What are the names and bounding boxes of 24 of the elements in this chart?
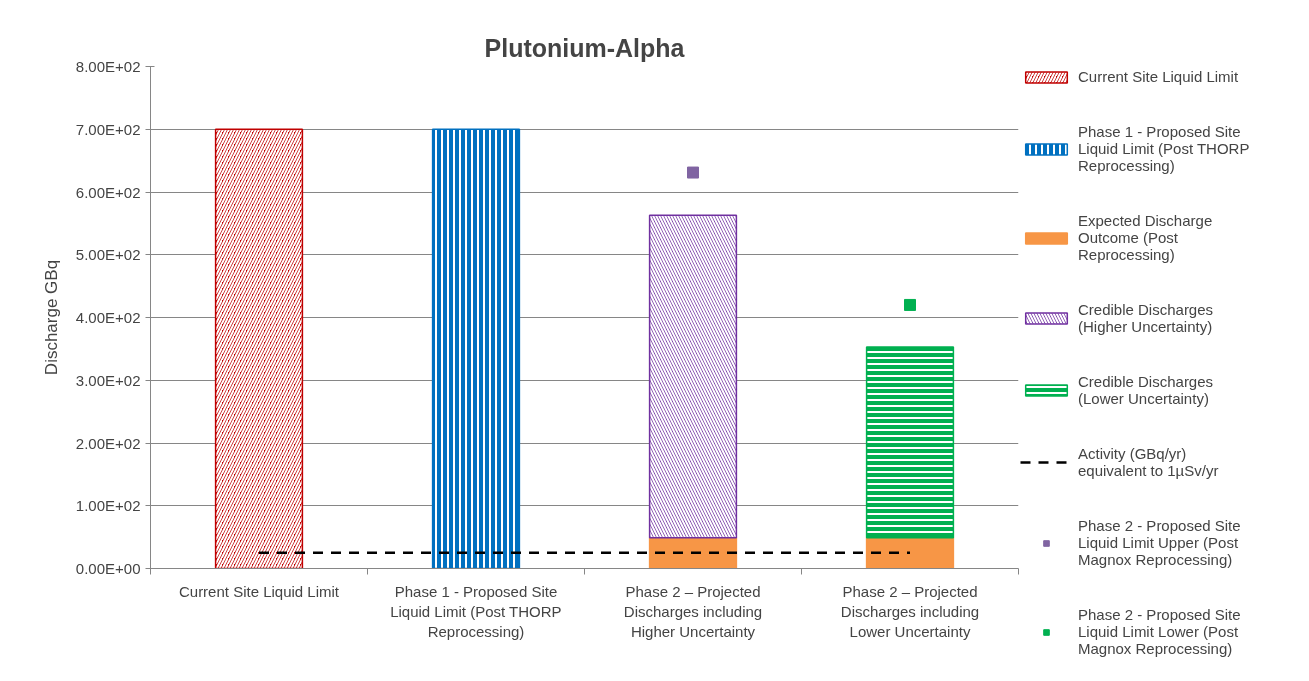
legend-label: Expected Discharge Outcome (Post Reprocessing) bbox=[1078, 212, 1213, 263]
legend-label: Credible Discharges (Higher Uncertainty) bbox=[1078, 301, 1214, 335]
y-tick-label: 8.00E+02 bbox=[75, 58, 141, 75]
chart-title: Plutonium-Alpha bbox=[484, 33, 686, 62]
legend-label: Phase 2 - Proposed Site Liquid Limit Upper (Post Magnox Reprocessing) bbox=[1078, 517, 1241, 568]
legend-label: Credible Discharges (Lower Uncertainty) bbox=[1078, 373, 1214, 407]
legend-label: Phase 2 - Proposed Site Liquid Limit Lower (Post Magnox Reprocessing) bbox=[1078, 606, 1241, 657]
x-tick-label: Phase 1 - Proposed Site Liquid Limit (Post THORP Reprocessing) bbox=[390, 582, 562, 641]
y-tick-label: 6.00E+02 bbox=[75, 183, 141, 201]
y-tick-label: 0.00E+00 bbox=[75, 560, 141, 577]
y-tick-label: 2.00E+02 bbox=[75, 434, 141, 452]
x-tick-label: Phase 2 – Projected Discharges including Lower Uncertainty bbox=[840, 582, 980, 641]
legend-label: Activity (GBq/yr) equivalent to 1µSv/yr bbox=[1078, 445, 1219, 479]
y-tick-label: 5.00E+02 bbox=[75, 246, 141, 264]
y-tick-label: 3.00E+02 bbox=[75, 371, 141, 389]
y-tick-label: 1.00E+02 bbox=[75, 497, 141, 515]
bar bbox=[865, 537, 955, 569]
y-tick-label: 4.00E+02 bbox=[75, 309, 141, 326]
legend-label: Current Site Liquid Limit bbox=[1078, 68, 1239, 85]
legend-label: Phase 1 - Proposed Site Liquid Limit (Post THORP Reprocessing) bbox=[1078, 123, 1250, 174]
y-tick-label: 7.00E+02 bbox=[75, 120, 141, 138]
y-axis-title: Discharge GBq bbox=[41, 259, 61, 376]
x-tick-label: Current Site Liquid Limit bbox=[178, 582, 340, 600]
x-tick-label: Phase 2 – Projected Discharges including Higher Uncertainty bbox=[623, 582, 763, 641]
